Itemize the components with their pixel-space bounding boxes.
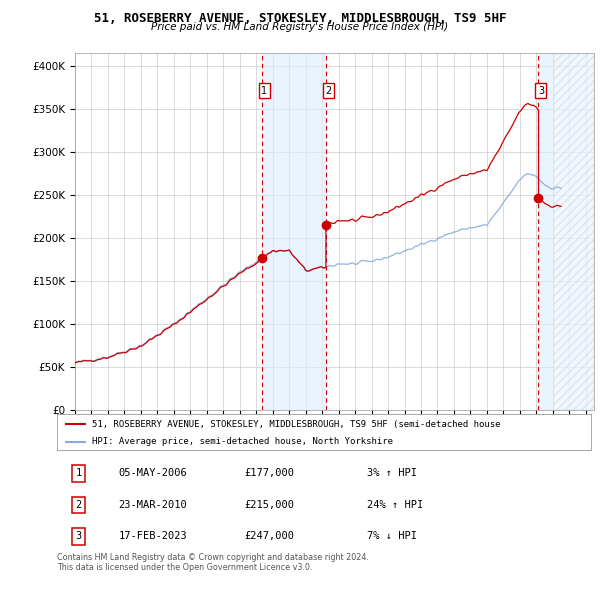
- Bar: [554, 53, 594, 410]
- Bar: [554, 53, 594, 410]
- Text: 05-MAY-2006: 05-MAY-2006: [118, 468, 187, 478]
- Text: 51, ROSEBERRY AVENUE, STOKESLEY, MIDDLESBROUGH, TS9 5HF (semi-detached house: 51, ROSEBERRY AVENUE, STOKESLEY, MIDDLES…: [92, 419, 500, 428]
- Text: Price paid vs. HM Land Registry's House Price Index (HPI): Price paid vs. HM Land Registry's House …: [151, 22, 449, 32]
- Text: £177,000: £177,000: [244, 468, 294, 478]
- Text: 1: 1: [75, 468, 82, 478]
- Bar: [262, 53, 326, 410]
- Text: £215,000: £215,000: [244, 500, 294, 510]
- Text: 24% ↑ HPI: 24% ↑ HPI: [367, 500, 423, 510]
- Text: 2: 2: [325, 86, 332, 96]
- Text: This data is licensed under the Open Government Licence v3.0.: This data is licensed under the Open Gov…: [57, 563, 313, 572]
- Text: 23-MAR-2010: 23-MAR-2010: [118, 500, 187, 510]
- Text: Contains HM Land Registry data © Crown copyright and database right 2024.: Contains HM Land Registry data © Crown c…: [57, 553, 369, 562]
- Text: 1: 1: [262, 86, 268, 96]
- Text: 3: 3: [538, 86, 544, 96]
- Text: HPI: Average price, semi-detached house, North Yorkshire: HPI: Average price, semi-detached house,…: [92, 437, 393, 446]
- Text: 2: 2: [75, 500, 82, 510]
- Bar: [538, 53, 594, 410]
- Text: 51, ROSEBERRY AVENUE, STOKESLEY, MIDDLESBROUGH, TS9 5HF: 51, ROSEBERRY AVENUE, STOKESLEY, MIDDLES…: [94, 12, 506, 25]
- Text: 17-FEB-2023: 17-FEB-2023: [118, 532, 187, 542]
- Text: 3: 3: [75, 532, 82, 542]
- Text: 3% ↑ HPI: 3% ↑ HPI: [367, 468, 417, 478]
- Text: £247,000: £247,000: [244, 532, 294, 542]
- Text: 7% ↓ HPI: 7% ↓ HPI: [367, 532, 417, 542]
